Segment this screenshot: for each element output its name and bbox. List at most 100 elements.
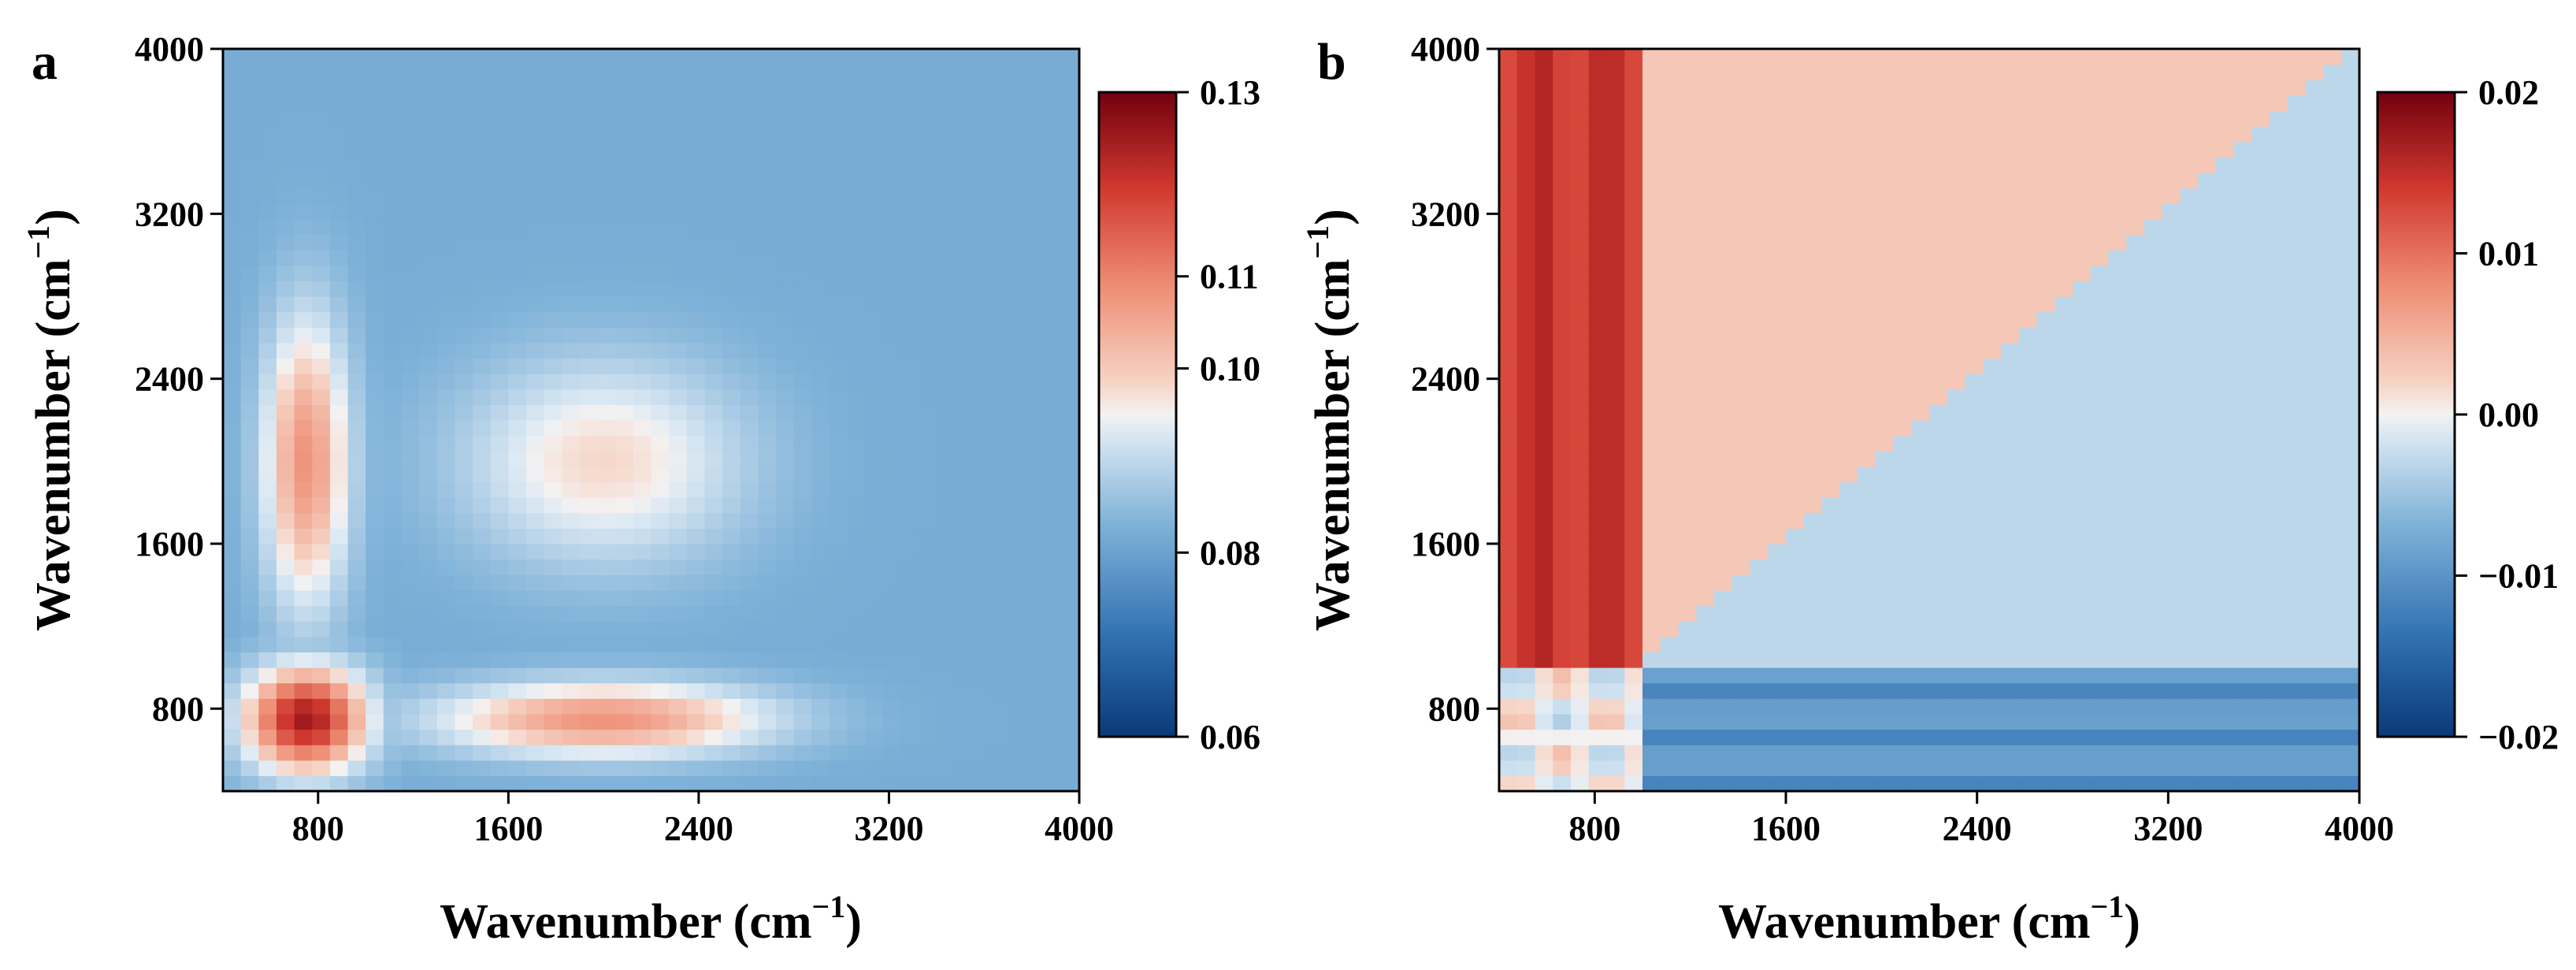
panel-b-heatmap-cell [1588, 342, 1608, 359]
panel-a-heatmap-cell [633, 95, 652, 112]
panel-a-heatmap-cell [722, 342, 741, 359]
panel-a-heatmap-cell [954, 775, 973, 792]
panel-a-heatmap-cell [312, 234, 331, 251]
panel-b-heatmap-cell [2323, 574, 2342, 591]
panel-b-heatmap-cell [2288, 481, 2307, 498]
panel-a-heatmap-cell [597, 250, 616, 266]
panel-a-heatmap-cell [972, 512, 991, 529]
panel-b-heatmap-cell [1571, 342, 1590, 359]
panel-b-heatmap-cell [2108, 481, 2127, 498]
panel-a-heatmap-cell [776, 713, 795, 730]
panel-b-heatmap-cell [1499, 188, 1518, 204]
panel-b-heatmap-cell [1750, 157, 1769, 173]
panel-a-heatmap-cell [401, 388, 420, 405]
panel-a-heatmap-cell [865, 652, 884, 668]
panel-b-heatmap-cell [1535, 173, 1553, 189]
panel-a-heatmap-cell [811, 713, 830, 730]
panel-a-heatmap-cell [240, 188, 259, 204]
panel-b-heatmap-cell [2144, 544, 2163, 560]
panel-a-heatmap-cell [401, 311, 420, 328]
panel-a-heatmap-cell [936, 157, 956, 173]
panel-a-heatmap-cell [1008, 544, 1026, 560]
panel-b-heatmap-cell [1588, 481, 1608, 498]
panel-a-heatmap-cell [258, 497, 277, 514]
panel-a-heatmap-cell [847, 544, 866, 560]
panel-a-heatmap-cell [740, 218, 759, 236]
panel-a-heatmap-cell [954, 682, 973, 699]
panel-a-heatmap-cell [1043, 667, 1062, 684]
panel-a-heatmap-cell [972, 481, 991, 498]
panel-b-heatmap-cell [1750, 775, 1769, 792]
panel-b-heatmap-cell [1893, 636, 1912, 652]
panel-b-heatmap-cell [2001, 559, 2020, 575]
panel-b-heatmap-cell [1858, 621, 1876, 637]
panel-b-heatmap-cell [2090, 281, 2110, 297]
panel-a-heatmap-cell [758, 218, 777, 236]
panel-b-heatmap-cell [1875, 95, 1895, 112]
panel-a-heatmap-cell [722, 497, 741, 514]
panel-a-heatmap-cell [919, 698, 937, 715]
panel-b-heatmap-cell [1786, 95, 1805, 112]
panel-a-heatmap-cell [704, 203, 723, 220]
panel-b-heatmap-cell [1571, 265, 1590, 281]
panel-a-heatmap-cell [651, 342, 670, 359]
panel-b-heatmap-cell [1821, 281, 1840, 297]
panel-b-heatmap-cell [2108, 218, 2127, 236]
panel-a-heatmap-cell [954, 311, 973, 328]
panel-a-heatmap-cell [597, 157, 616, 173]
panel-a-heatmap-cell [258, 698, 277, 715]
panel-a-heatmap-cell [1026, 157, 1045, 173]
panel-a-heatmap-cell [366, 574, 384, 591]
panel-a-heatmap-cell [776, 157, 795, 173]
panel-a-heatmap-cell [989, 80, 1009, 96]
panel-b-heatmap-cell [1714, 49, 1733, 65]
panel-a-heatmap-cell [473, 435, 492, 452]
panel-b-heatmap-cell [1803, 342, 1823, 359]
panel-a-heatmap-cell [900, 388, 919, 405]
panel-a-heatmap-cell [919, 713, 937, 730]
panel-b-heatmap-cell [1588, 374, 1608, 390]
panel-b-heatmap-cell [2001, 311, 2020, 328]
panel-a-heatmap-cell [972, 466, 991, 483]
panel-b-heatmap-cell [1768, 435, 1787, 452]
panel-a-heatmap-cell [329, 466, 349, 483]
panel-b-heatmap-cell [1803, 667, 1823, 684]
panel-a-heatmap-cell [936, 281, 956, 297]
panel-b-heatmap-cell [1983, 388, 2002, 405]
panel-b-heatmap-cell [1947, 544, 1966, 560]
panel-b-heatmap-cell [1839, 404, 1858, 421]
panel-b-heatmap-cell [1821, 512, 1840, 529]
panel-a-heatmap-cell [740, 682, 759, 699]
panel-b-heatmap-cell [1786, 188, 1805, 204]
panel-a-heatmap-cell [366, 126, 384, 143]
panel-b-heatmap-cell [2073, 682, 2092, 699]
panel-a-heatmap-cell [366, 760, 384, 776]
panel-b-heatmap-cell [2270, 667, 2288, 684]
panel-a-heatmap-cell [473, 682, 492, 699]
panel-a-heatmap-cell [223, 481, 242, 498]
panel-a-heatmap-cell [240, 311, 259, 328]
panel-a-heatmap-cell [686, 327, 706, 344]
panel-a-heatmap-cell [1043, 512, 1062, 529]
panel-a-heatmap-cell [401, 559, 420, 575]
panel-b-heatmap-cell [2251, 451, 2270, 467]
panel-b-heatmap-cell [2073, 652, 2092, 668]
panel-b-heatmap-cell [2233, 218, 2253, 236]
panel-a-heatmap-cell [633, 574, 652, 591]
panel-a-heatmap-cell [525, 636, 545, 652]
panel-b-heatmap-cell [1947, 218, 1966, 236]
panel-a-heatmap-cell [954, 729, 973, 745]
panel-b-heatmap-cell [2144, 451, 2163, 467]
panel-b-heatmap-cell [1893, 49, 1912, 65]
panel-a-heatmap-cell [900, 311, 919, 328]
panel-a-heatmap-cell [240, 141, 259, 158]
panel-b-heatmap-cell [1803, 729, 1823, 745]
panel-a-heatmap-cell [615, 342, 634, 359]
panel-b-heatmap-cell [1624, 745, 1643, 761]
panel-b-heatmap-cell [2251, 713, 2270, 730]
panel-b-heatmap-cell [2144, 188, 2163, 204]
panel-a-heatmap-cell [900, 281, 919, 297]
panel-a-heatmap-cell [811, 481, 830, 498]
panel-b-heatmap-cell [1929, 203, 1948, 220]
panel-b-heatmap-cell [2305, 234, 2325, 251]
